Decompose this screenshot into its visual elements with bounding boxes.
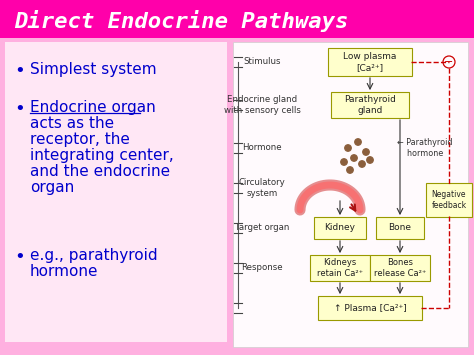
- Circle shape: [355, 139, 361, 145]
- Text: Low plasma
[Ca²⁺]: Low plasma [Ca²⁺]: [343, 52, 397, 72]
- Text: ← Parathyroid
    hormone: ← Parathyroid hormone: [397, 138, 453, 158]
- Text: Response: Response: [241, 263, 283, 273]
- Text: Direct Endocrine Pathways: Direct Endocrine Pathways: [14, 10, 348, 32]
- Text: Endocrine gland
with sensory cells: Endocrine gland with sensory cells: [224, 95, 301, 115]
- Text: hormone: hormone: [30, 264, 99, 279]
- FancyBboxPatch shape: [331, 92, 409, 118]
- Text: Stimulus: Stimulus: [243, 58, 281, 66]
- FancyBboxPatch shape: [426, 183, 472, 217]
- FancyBboxPatch shape: [5, 42, 227, 342]
- Text: e.g., parathyroid: e.g., parathyroid: [30, 248, 158, 263]
- Circle shape: [341, 159, 347, 165]
- Text: Endocrine organ: Endocrine organ: [30, 100, 156, 115]
- Text: •: •: [14, 62, 25, 80]
- Circle shape: [363, 149, 369, 155]
- Text: Circulatory
system: Circulatory system: [238, 178, 285, 198]
- Text: and the endocrine: and the endocrine: [30, 164, 170, 179]
- Text: acts as the: acts as the: [30, 116, 114, 131]
- FancyBboxPatch shape: [310, 255, 370, 281]
- Text: Kidneys
retain Ca²⁺: Kidneys retain Ca²⁺: [317, 258, 363, 278]
- Text: Target organ: Target organ: [235, 224, 289, 233]
- FancyBboxPatch shape: [370, 255, 430, 281]
- Text: Negative
feedback: Negative feedback: [431, 190, 466, 210]
- Circle shape: [347, 167, 353, 173]
- FancyBboxPatch shape: [376, 217, 424, 239]
- Circle shape: [367, 157, 373, 163]
- Circle shape: [359, 161, 365, 167]
- FancyBboxPatch shape: [318, 296, 422, 320]
- Circle shape: [351, 155, 357, 161]
- FancyBboxPatch shape: [314, 217, 366, 239]
- FancyBboxPatch shape: [233, 42, 468, 347]
- FancyBboxPatch shape: [328, 48, 412, 76]
- Text: •: •: [14, 100, 25, 118]
- Text: Bone: Bone: [389, 224, 411, 233]
- Text: Simplest system: Simplest system: [30, 62, 156, 77]
- Text: Hormone: Hormone: [242, 143, 282, 153]
- Text: •: •: [14, 248, 25, 266]
- Text: integrating center,: integrating center,: [30, 148, 174, 163]
- Text: −: −: [444, 57, 454, 67]
- Text: ↑ Plasma [Ca²⁺]: ↑ Plasma [Ca²⁺]: [334, 304, 406, 312]
- Circle shape: [345, 145, 351, 151]
- Text: Bones
release Ca²⁺: Bones release Ca²⁺: [374, 258, 426, 278]
- FancyBboxPatch shape: [0, 0, 474, 38]
- Text: Kidney: Kidney: [325, 224, 356, 233]
- Text: organ: organ: [30, 180, 74, 195]
- Text: Parathyroid
gland: Parathyroid gland: [344, 95, 396, 115]
- Text: receptor, the: receptor, the: [30, 132, 130, 147]
